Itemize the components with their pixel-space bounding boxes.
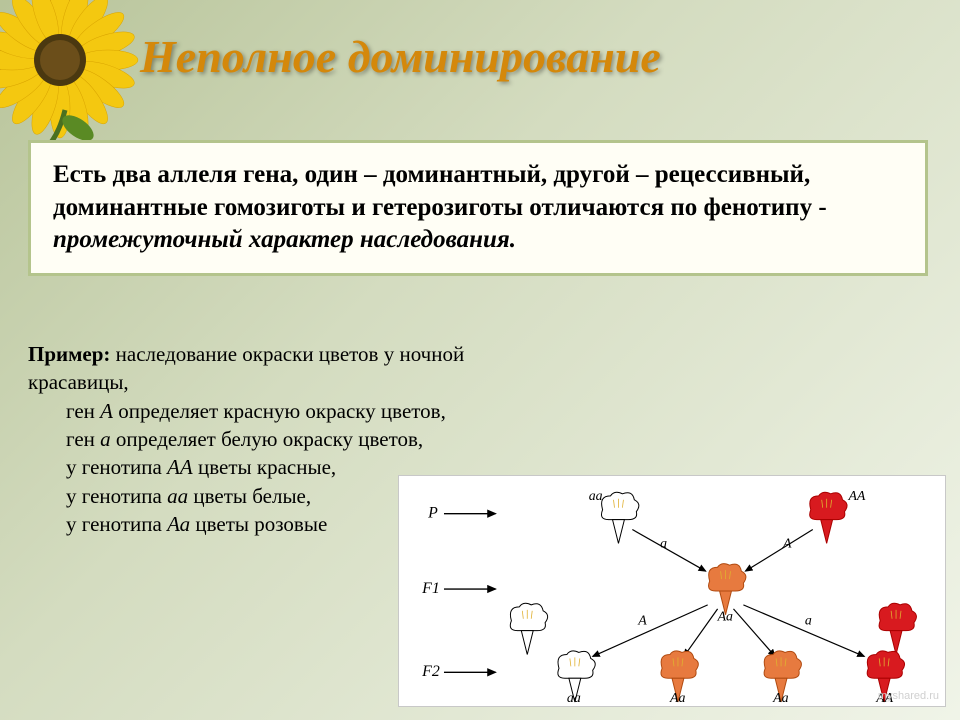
watermark: myshared.ru bbox=[878, 690, 939, 702]
svg-text:Aa: Aa bbox=[772, 691, 788, 706]
svg-text:AA: AA bbox=[847, 489, 865, 504]
svg-text:A: A bbox=[637, 614, 647, 629]
page-title: Неполное доминирование bbox=[140, 30, 940, 83]
gen-F2: F2 bbox=[421, 663, 440, 680]
svg-text:a: a bbox=[805, 614, 812, 629]
sunflower-decoration bbox=[0, 0, 150, 150]
flower-F1-sideR bbox=[879, 603, 916, 654]
gen-P: P bbox=[427, 505, 438, 522]
svg-text:A: A bbox=[782, 536, 792, 551]
svg-text:Aa: Aa bbox=[669, 691, 685, 706]
definition-italic: промежуточный характер наследования. bbox=[53, 226, 516, 253]
definition-text: Есть два аллеля гена, один – доминантный… bbox=[53, 161, 827, 221]
example-lead: Пример: bbox=[28, 342, 116, 366]
flower-F1-sideL bbox=[510, 603, 547, 654]
inheritance-diagram: P F1 F2 aa AA a A Aa A a aa Aa Aa bbox=[398, 475, 946, 707]
gen-F1: F1 bbox=[421, 580, 440, 597]
flower-P-red bbox=[810, 492, 847, 543]
svg-text:aa: aa bbox=[567, 691, 581, 706]
flower-F1-pink bbox=[709, 564, 746, 615]
flower-P-white bbox=[601, 492, 638, 543]
definition-box: Есть два аллеля гена, один – доминантный… bbox=[28, 140, 928, 276]
svg-text:aa: aa bbox=[589, 489, 603, 504]
svg-text:Aa: Aa bbox=[717, 610, 733, 625]
svg-text:a: a bbox=[660, 536, 667, 551]
